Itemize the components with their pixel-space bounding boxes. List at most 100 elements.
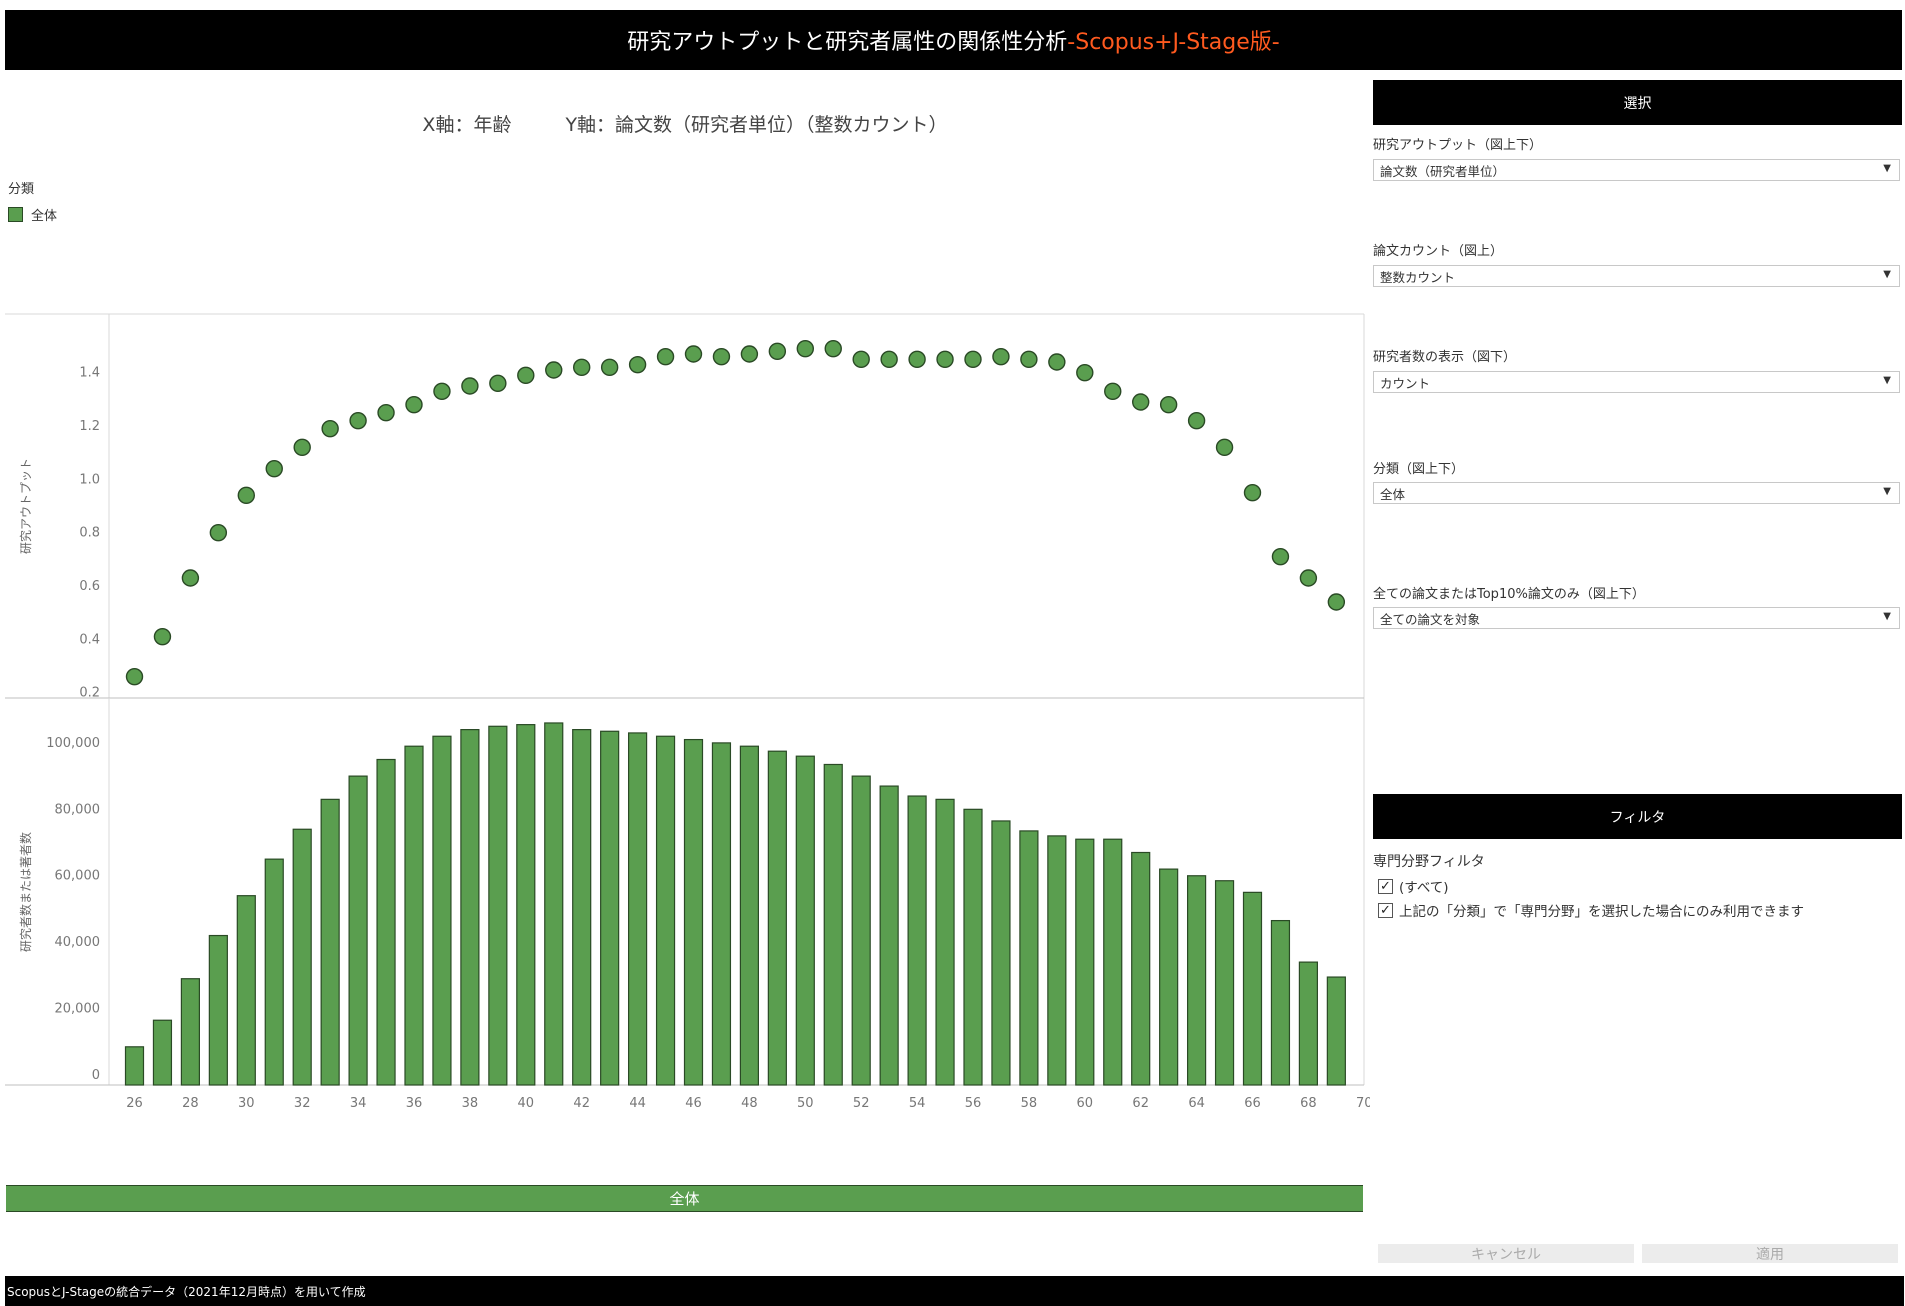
scatter-point[interactable] [265,459,283,478]
scatter-point[interactable] [908,350,926,369]
filter-option-all[interactable]: ✓ (すべて) [1378,876,1449,896]
scatter-point[interactable] [237,486,256,505]
bar[interactable] [292,828,312,1086]
scatter-point[interactable] [321,419,339,438]
scatter-point[interactable] [517,366,535,385]
bar[interactable] [264,858,284,1086]
scatter-point[interactable] [1215,438,1234,457]
bar[interactable] [683,738,704,1086]
scatter-point[interactable] [349,411,367,430]
bar[interactable] [600,730,620,1086]
scatter-point[interactable] [377,403,395,422]
cancel-button[interactable]: キャンセル [1378,1244,1634,1263]
bar[interactable] [432,735,452,1086]
scatter-point[interactable] [461,377,479,395]
bar[interactable] [376,758,396,1086]
scatter-point[interactable] [1187,411,1206,430]
scatter-point[interactable] [573,358,591,377]
researcher-display-select[interactable]: カウント ▼ [1373,371,1900,393]
bar[interactable] [236,895,256,1086]
paper-scope-select[interactable]: 全ての論文を対象 ▼ [1373,607,1900,629]
output-select[interactable]: 論文数（研究者単位） ▼ [1373,159,1900,181]
bar[interactable] [1298,961,1319,1086]
bar[interactable] [879,785,899,1086]
filter-option-note[interactable]: ✓ 上記の「分類」で「専門分野」を選択した場合にのみ利用できます [1378,900,1804,920]
scatter-point[interactable] [796,339,814,358]
scatter-point[interactable] [181,569,200,587]
scatter-point[interactable] [153,627,172,646]
bar[interactable] [655,735,676,1086]
scatter-point[interactable] [740,345,759,363]
bar[interactable] [152,1019,173,1086]
bar[interactable] [963,808,983,1086]
bar[interactable] [627,732,648,1086]
scatter-point[interactable] [824,339,842,358]
bar[interactable] [1159,868,1179,1086]
bar[interactable] [404,745,424,1086]
bar[interactable] [1214,880,1235,1086]
scatter-point[interactable] [1048,353,1066,371]
bar[interactable] [180,978,200,1086]
bar[interactable] [208,934,228,1086]
scatter-point[interactable] [209,523,228,542]
bar[interactable] [711,742,732,1086]
scatter-point[interactable] [489,374,507,393]
scatter-point[interactable] [1159,395,1178,414]
scatter-point[interactable] [1327,593,1346,611]
scatter-point[interactable] [628,355,647,374]
bar[interactable] [1075,838,1095,1086]
bar[interactable] [544,722,564,1086]
scatter-point[interactable] [684,345,703,363]
bar[interactable] [1047,835,1067,1086]
scatter-point[interactable] [293,438,311,457]
bar[interactable] [1019,830,1039,1086]
scatter-point[interactable] [545,361,563,379]
apply-button[interactable]: 適用 [1642,1244,1898,1263]
checkbox[interactable]: ✓ [1378,878,1393,894]
scatter-point[interactable] [600,358,619,377]
bar[interactable] [124,1046,145,1086]
bar[interactable] [823,763,843,1086]
bar[interactable] [320,798,340,1086]
scatter-point[interactable] [1104,382,1122,401]
scatter-point[interactable] [768,342,787,361]
bar[interactable] [1242,891,1263,1086]
scatter-point[interactable] [1020,350,1038,369]
bar[interactable] [488,725,508,1086]
scatter-point[interactable] [1299,569,1318,587]
bar[interactable] [1103,838,1123,1086]
scatter-point[interactable] [852,350,870,369]
count-select[interactable]: 整数カウント ▼ [1373,265,1900,287]
legend-item[interactable]: 全体 [8,205,57,224]
category-select[interactable]: 全体 ▼ [1373,482,1900,504]
bar[interactable] [851,775,871,1086]
bar[interactable] [1186,875,1207,1086]
bar[interactable] [795,755,815,1086]
bar[interactable] [739,745,760,1086]
bar[interactable] [991,820,1011,1086]
checkbox[interactable]: ✓ [1378,902,1393,918]
bar[interactable] [348,775,368,1086]
bar[interactable] [516,724,536,1086]
bar[interactable] [767,750,787,1086]
scatter-point[interactable] [1131,393,1150,411]
scatter-point[interactable] [880,350,898,369]
scatter-point[interactable] [712,347,731,366]
bar[interactable] [572,729,592,1086]
bar[interactable] [1326,976,1346,1086]
bar[interactable] [460,729,480,1086]
bar[interactable] [1270,919,1291,1086]
bar[interactable] [907,795,927,1086]
bar[interactable] [935,798,955,1086]
scatter-point[interactable] [1271,547,1290,566]
scatter-point[interactable] [125,667,144,686]
scatter-point[interactable] [936,350,954,369]
scatter-point[interactable] [992,347,1010,366]
scatter-point[interactable] [1076,363,1094,382]
scatter-point[interactable] [433,382,451,401]
scatter-point[interactable] [964,350,982,369]
bar[interactable] [1131,851,1151,1086]
scatter-point[interactable] [405,395,423,414]
scatter-point[interactable] [1243,483,1262,502]
scatter-point[interactable] [656,347,675,366]
